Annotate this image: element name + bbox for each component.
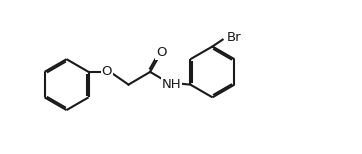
Text: O: O — [102, 65, 112, 78]
Text: O: O — [156, 46, 167, 59]
Text: Br: Br — [226, 31, 241, 44]
Text: NH: NH — [162, 78, 182, 91]
